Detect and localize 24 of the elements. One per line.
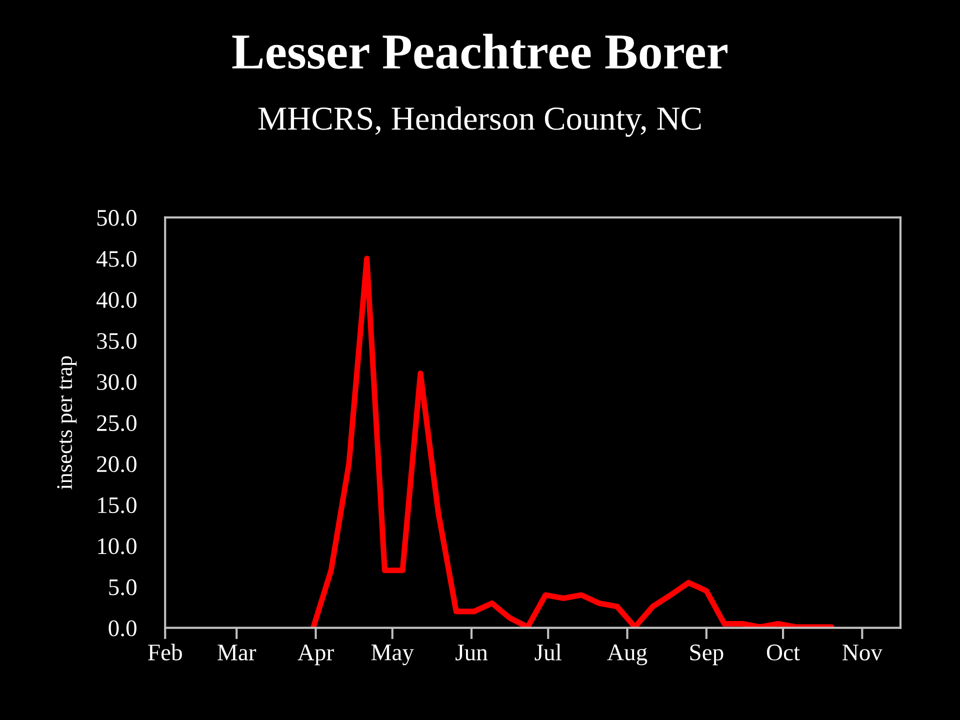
chart-subtitle: MHCRS, Henderson County, NC [258,106,701,137]
x-tick-label: Jun [456,644,488,660]
x-tick-label: Mar [218,644,256,660]
y-tick-label: 20.0 [97,456,136,472]
y-tick-label: 50.0 [97,210,136,226]
y-axis-title: insects per trap [57,356,77,490]
x-tick-label: Oct [766,644,800,660]
x-tick-label: Sep [690,644,724,666]
y-tick-label: 0.0 [108,620,136,636]
x-tick-label: Apr [298,644,334,666]
y-tick-label: 30.0 [97,374,136,390]
y-tick-label: 35.0 [97,333,136,350]
x-tick-label: Nov [842,644,883,660]
y-tick-label: 5.0 [109,579,136,596]
x-tick-label: Aug [607,644,648,666]
x-tick-label: Jul [534,644,562,660]
y-tick-label: 40.0 [96,292,136,308]
y-tick-label: 15.0 [98,497,136,514]
chart-title: Lesser Peachtree Borer [232,34,728,69]
x-tick-label: Feb [148,644,182,660]
x-tick-label: May [371,644,414,666]
y-tick-label: 25.0 [97,415,136,432]
y-tick-label: 10.0 [98,538,136,554]
y-tick-label: 45.0 [96,250,136,268]
